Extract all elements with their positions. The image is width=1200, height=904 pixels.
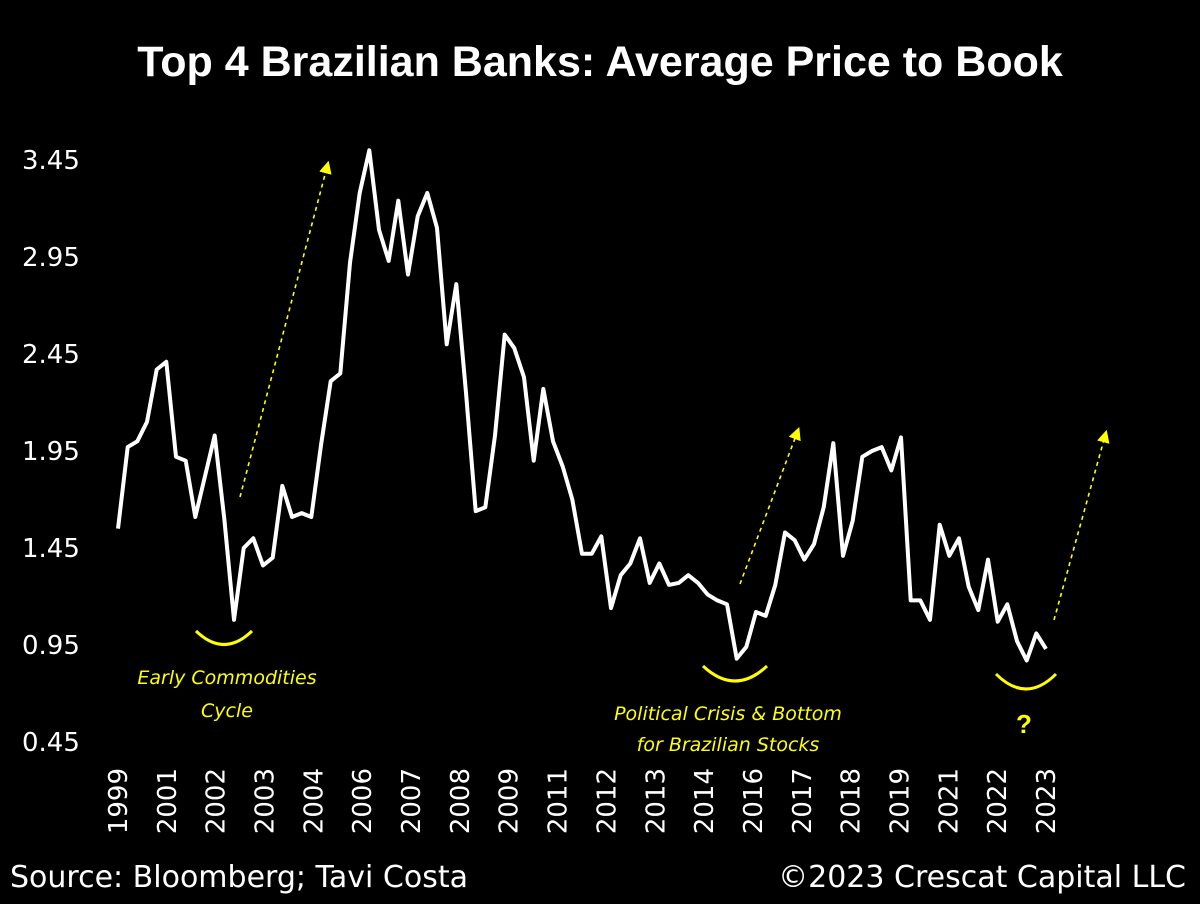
line-chart: 3.45 2.95 2.45 1.95 1.45 0.95 0.45 1999 2001 200… bbox=[22, 146, 1110, 834]
annotation-early-commodities-line2: Cycle bbox=[201, 700, 253, 722]
x-tick-label: 2006 bbox=[348, 768, 378, 834]
y-axis: 3.45 2.95 2.45 1.95 1.45 0.95 0.45 bbox=[22, 146, 80, 758]
bottom-arc-2 bbox=[701, 664, 769, 683]
trend-arrow-1 bbox=[239, 160, 332, 498]
x-tick-label: 2008 bbox=[446, 768, 476, 834]
x-tick-label: 2009 bbox=[495, 768, 525, 834]
x-tick-label: 2012 bbox=[592, 768, 622, 834]
x-tick-label: 2022 bbox=[983, 768, 1013, 834]
x-tick-label: 2014 bbox=[690, 768, 720, 834]
x-tick-label: 2002 bbox=[202, 768, 232, 834]
source-note: Source: Bloomberg; Tavi Costa bbox=[10, 860, 468, 895]
y-tick-label: 1.95 bbox=[22, 437, 80, 467]
annotation-question-mark: ? bbox=[1016, 709, 1032, 739]
y-tick-label: 2.95 bbox=[22, 243, 80, 273]
x-tick-label: 2013 bbox=[641, 768, 671, 834]
bottom-arc-1 bbox=[194, 629, 254, 646]
chart-title: Top 4 Brazilian Banks: Average Price to … bbox=[137, 38, 1063, 86]
x-tick-label: 2003 bbox=[251, 768, 281, 834]
copyright-note: ©2023 Crescat Capital LLC bbox=[778, 860, 1186, 895]
x-tick-label: 1999 bbox=[104, 768, 134, 834]
x-tick-label: 2021 bbox=[934, 768, 964, 834]
x-tick-label: 2004 bbox=[299, 768, 329, 834]
series-line bbox=[116, 148, 1048, 663]
x-tick-label: 2011 bbox=[544, 768, 574, 834]
x-tick-label: 2007 bbox=[397, 768, 427, 834]
trend-arrow-2 bbox=[739, 427, 801, 585]
trend-arrow-3 bbox=[1053, 429, 1110, 621]
annotation-political-crisis-line2: for Brazilian Stocks bbox=[637, 734, 820, 756]
x-axis: 1999 2001 2002 2003 2004 2006 2007 2008 2009 2011… bbox=[104, 768, 1062, 834]
annotation-political-crisis-line1: Political Crisis & Bottom bbox=[614, 703, 842, 725]
x-tick-label: 2023 bbox=[1032, 768, 1062, 834]
x-tick-label: 2019 bbox=[885, 768, 915, 834]
y-tick-label: 0.45 bbox=[22, 728, 80, 758]
annotation-early-commodities-line1: Early Commodities bbox=[137, 667, 316, 689]
x-tick-label: 2001 bbox=[153, 768, 183, 834]
bottom-arc-3 bbox=[994, 672, 1058, 691]
x-tick-label: 2016 bbox=[739, 768, 769, 834]
y-tick-label: 2.45 bbox=[22, 340, 80, 370]
y-tick-label: 3.45 bbox=[22, 146, 80, 176]
x-tick-label: 2017 bbox=[788, 768, 818, 834]
x-tick-label: 2018 bbox=[837, 768, 867, 834]
y-tick-label: 0.95 bbox=[22, 631, 80, 661]
y-tick-label: 1.45 bbox=[22, 534, 80, 564]
